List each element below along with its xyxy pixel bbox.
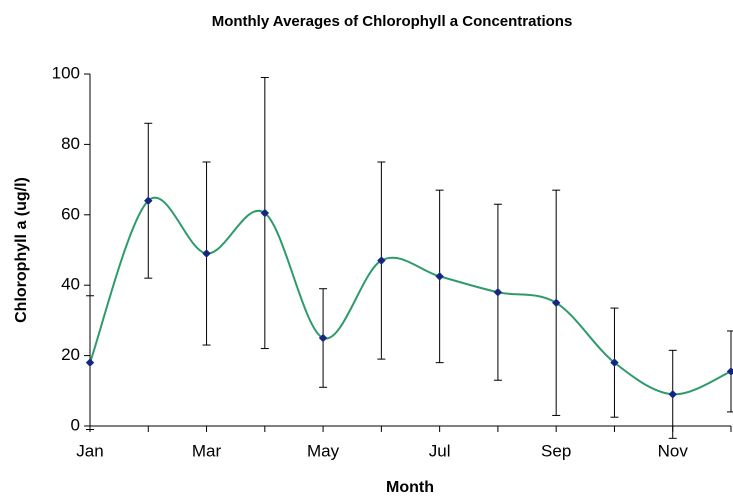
data-point	[318, 333, 328, 343]
y-tick-label: 80	[61, 134, 80, 153]
data-point	[435, 272, 444, 281]
y-tick-label: 0	[71, 415, 80, 434]
y-tick-label: 20	[61, 345, 80, 364]
x-tick-label: Jan	[76, 441, 103, 460]
data-point	[377, 256, 386, 265]
x-tick-label: Sep	[541, 441, 571, 460]
data-point	[260, 208, 270, 218]
data-point	[668, 389, 678, 399]
y-axis-label: Chlorophyll a (ug/l)	[13, 177, 30, 323]
x-tick-label: Mar	[192, 441, 222, 460]
line-series	[89, 196, 732, 396]
chart-title: Monthly Averages of Chlorophyll a Concen…	[212, 13, 573, 30]
x-tick-label: May	[307, 441, 340, 460]
x-axis-label: Month	[386, 479, 434, 496]
data-point	[85, 358, 95, 367]
data-point	[493, 287, 503, 297]
y-tick-label: 100	[52, 63, 80, 82]
x-tick-label: Nov	[658, 441, 689, 460]
x-tick-label: Jul	[429, 441, 451, 460]
data-point	[610, 358, 619, 367]
y-tick-label: 40	[61, 275, 80, 294]
data-point	[143, 196, 153, 206]
y-tick-label: 60	[61, 204, 80, 223]
data-point	[726, 367, 733, 376]
data-point	[202, 249, 211, 258]
data-point	[551, 298, 561, 308]
